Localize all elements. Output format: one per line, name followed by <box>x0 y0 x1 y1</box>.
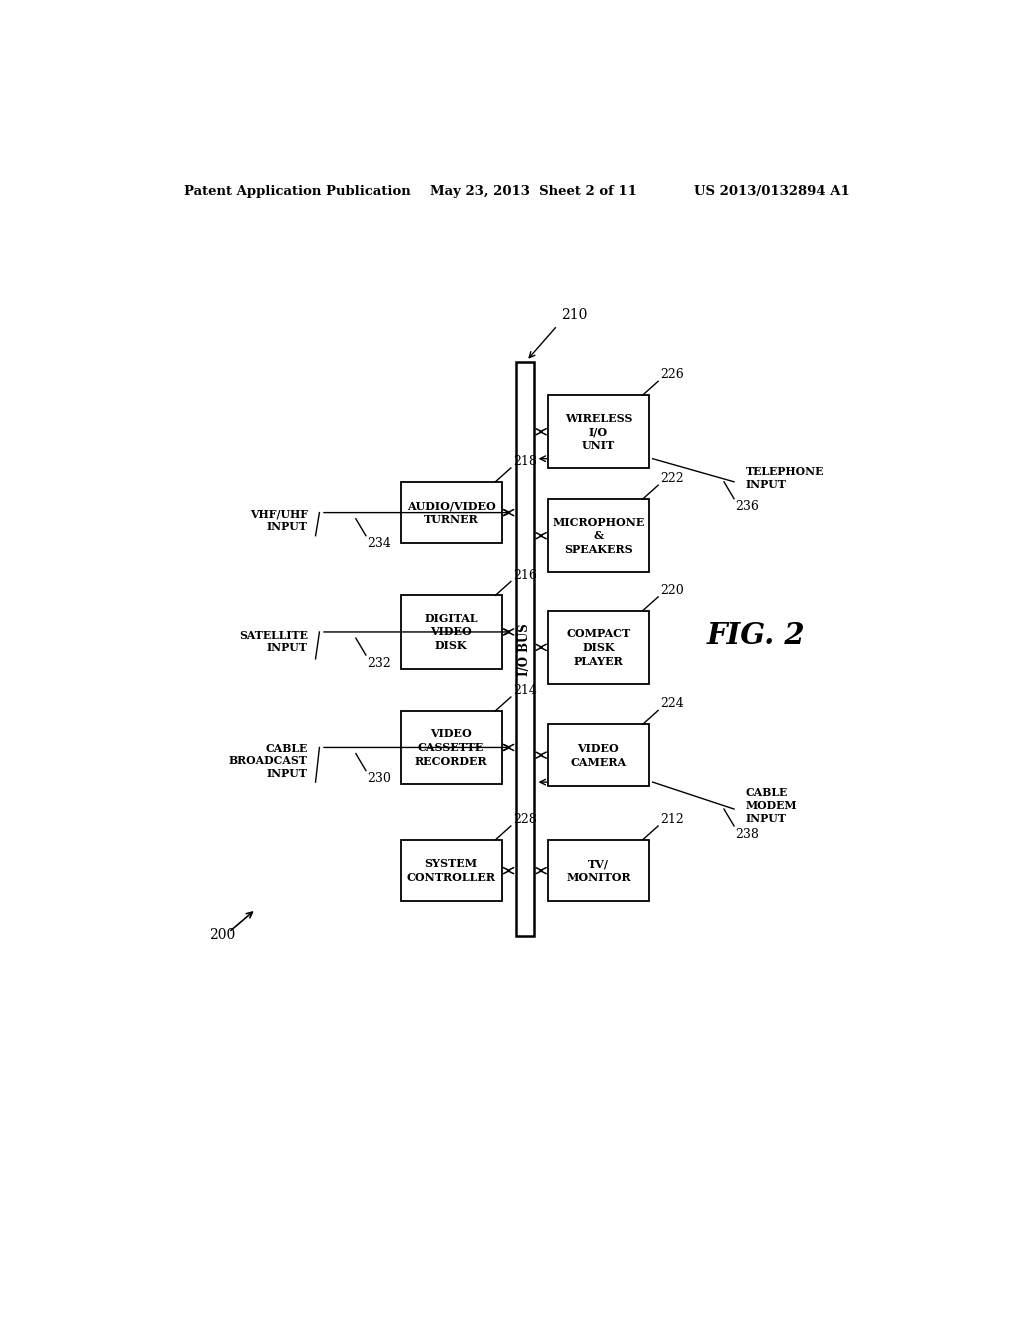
Text: 218: 218 <box>513 455 537 469</box>
Bar <box>548 611 649 684</box>
Text: FIG. 2: FIG. 2 <box>707 622 805 651</box>
Text: 200: 200 <box>209 928 236 941</box>
Text: US 2013/0132894 A1: US 2013/0132894 A1 <box>693 185 850 198</box>
Text: SYSTEM
CONTROLLER: SYSTEM CONTROLLER <box>407 858 496 883</box>
Bar <box>400 482 502 544</box>
Text: 236: 236 <box>735 500 760 513</box>
Text: 212: 212 <box>660 813 684 826</box>
Text: 216: 216 <box>513 569 537 582</box>
Text: COMPACT
DISK
PLAYER: COMPACT DISK PLAYER <box>566 628 631 667</box>
Text: 210: 210 <box>561 309 588 322</box>
Bar <box>400 840 502 902</box>
Text: 226: 226 <box>660 368 684 381</box>
Bar <box>400 595 502 668</box>
Text: 232: 232 <box>368 656 391 669</box>
Bar <box>548 725 649 785</box>
Bar <box>548 499 649 573</box>
Text: 214: 214 <box>513 684 537 697</box>
Text: DIGITAL
VIDEO
DISK: DIGITAL VIDEO DISK <box>424 612 478 651</box>
Text: VIDEO
CASSETTE
RECORDER: VIDEO CASSETTE RECORDER <box>415 729 487 767</box>
Bar <box>548 840 649 902</box>
Text: 224: 224 <box>660 697 684 710</box>
Text: 234: 234 <box>368 537 391 550</box>
Text: 230: 230 <box>368 772 391 785</box>
Text: 220: 220 <box>660 583 684 597</box>
Text: SATELLITE
INPUT: SATELLITE INPUT <box>239 630 308 653</box>
Text: CABLE
MODEM
INPUT: CABLE MODEM INPUT <box>745 787 797 824</box>
Text: TELEPHONE
INPUT: TELEPHONE INPUT <box>745 466 824 490</box>
Text: VHF/UHF
INPUT: VHF/UHF INPUT <box>250 508 308 532</box>
Text: 222: 222 <box>660 473 684 486</box>
Bar <box>548 395 649 469</box>
Bar <box>515 363 535 936</box>
Text: 228: 228 <box>513 813 537 826</box>
Text: MICROPHONE
&
SPEAKERS: MICROPHONE & SPEAKERS <box>552 516 645 554</box>
Text: CABLE
BROADCAST
INPUT: CABLE BROADCAST INPUT <box>229 743 308 779</box>
Bar <box>400 711 502 784</box>
Text: AUDIO/VIDEO
TURNER: AUDIO/VIDEO TURNER <box>407 500 496 525</box>
Text: WIRELESS
I/O
UNIT: WIRELESS I/O UNIT <box>565 413 632 451</box>
Text: May 23, 2013  Sheet 2 of 11: May 23, 2013 Sheet 2 of 11 <box>430 185 637 198</box>
Text: Patent Application Publication: Patent Application Publication <box>183 185 411 198</box>
Text: I/O BUS: I/O BUS <box>518 623 531 676</box>
Text: VIDEO
CAMERA: VIDEO CAMERA <box>570 743 627 767</box>
Text: TV/
MONITOR: TV/ MONITOR <box>566 858 631 883</box>
Text: 238: 238 <box>735 828 760 841</box>
